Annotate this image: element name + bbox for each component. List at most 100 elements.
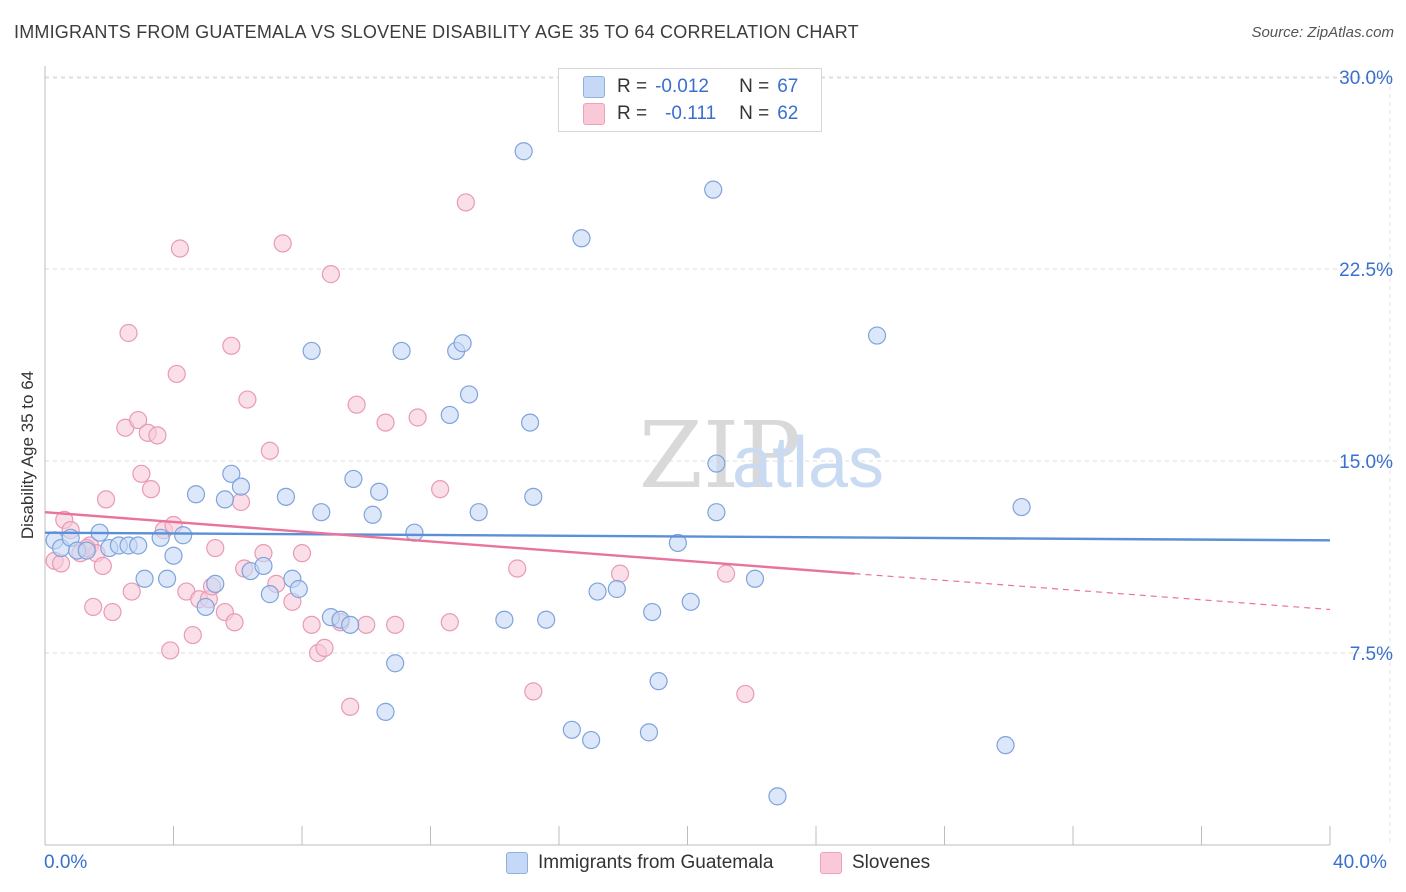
legend-swatch-blue bbox=[583, 76, 605, 98]
guatemala-point bbox=[164, 546, 183, 565]
guatemala-point bbox=[215, 490, 234, 509]
slovene-point bbox=[315, 638, 334, 657]
guatemala-point bbox=[707, 503, 726, 522]
guatemala-point bbox=[289, 579, 308, 599]
legend-row-blue: R = -0.012 N = 67 bbox=[583, 75, 798, 99]
slovene-point bbox=[524, 682, 543, 701]
guatemala-point bbox=[649, 672, 668, 691]
series-swatch-pink bbox=[820, 852, 842, 874]
legend-n-label: N = bbox=[739, 76, 770, 97]
guatemala-point bbox=[768, 787, 787, 806]
axes bbox=[44, 66, 1331, 846]
slovene-point bbox=[96, 490, 116, 509]
guatemala-point bbox=[495, 610, 514, 629]
slovene-point bbox=[161, 641, 180, 660]
slovene-point bbox=[129, 410, 148, 430]
slovene-point bbox=[273, 234, 292, 253]
pink-points bbox=[45, 193, 755, 716]
guatemala-point bbox=[186, 485, 206, 504]
guatemala-point bbox=[745, 569, 765, 588]
slovene-trend-extension bbox=[854, 573, 1331, 611]
slovene-point bbox=[357, 615, 376, 634]
slovene-point bbox=[431, 480, 450, 499]
guatemala-point bbox=[392, 341, 411, 361]
guatemala-point bbox=[254, 556, 273, 576]
guatemala-point bbox=[524, 487, 543, 506]
guatemala-point bbox=[1012, 497, 1031, 517]
guatemala-point bbox=[312, 503, 331, 522]
guatemala-point bbox=[707, 454, 726, 473]
guatemala-point bbox=[588, 582, 607, 601]
slovene-point bbox=[408, 408, 427, 427]
x-tick-label-max: 40.0% bbox=[1333, 852, 1387, 873]
guatemala-point bbox=[537, 610, 556, 629]
y-tick-label: 7.5% bbox=[1350, 644, 1393, 665]
guatemala-point bbox=[157, 569, 177, 588]
slovene-point bbox=[103, 602, 122, 622]
slovene-point bbox=[122, 582, 141, 601]
slovene-point bbox=[260, 441, 279, 460]
guatemala-point bbox=[174, 526, 193, 545]
guatemala-point bbox=[562, 720, 581, 739]
legend-r-value: -0.111 bbox=[665, 103, 717, 124]
guatemala-point bbox=[572, 229, 591, 248]
slovene-point bbox=[222, 336, 241, 355]
guatemala-point bbox=[135, 569, 154, 588]
guatemala-point bbox=[607, 579, 626, 599]
legend-swatch-pink bbox=[583, 103, 605, 125]
correlation-legend: R = -0.012 N = 67 R = -0.111 N = 62 bbox=[558, 68, 822, 132]
legend-r-value: -0.012 bbox=[655, 76, 709, 97]
series-swatch-blue bbox=[506, 852, 528, 874]
guatemala-point bbox=[370, 482, 389, 501]
legend-n-value: 67 bbox=[777, 76, 799, 97]
guatemala-point bbox=[196, 597, 215, 617]
series-name-slovenes: Slovenes bbox=[852, 852, 931, 873]
guatemala-point bbox=[996, 736, 1015, 755]
slovene-point bbox=[141, 480, 161, 499]
slovene-point bbox=[610, 564, 630, 583]
legend-n-label: N = bbox=[739, 103, 770, 124]
slovene-point bbox=[302, 615, 321, 634]
guatemala-point bbox=[643, 602, 662, 622]
guatemala-point bbox=[231, 477, 251, 496]
legend-row-pink: R = -0.111 N = 62 bbox=[583, 102, 798, 126]
slovene-point bbox=[321, 265, 341, 284]
legend-n-value: 62 bbox=[777, 103, 799, 124]
guatemala-point bbox=[459, 385, 479, 404]
y-tick-label: 15.0% bbox=[1339, 452, 1393, 473]
x-tick-label-min: 0.0% bbox=[44, 852, 88, 873]
series-name-guatemala: Immigrants from Guatemala bbox=[538, 852, 774, 873]
slovene-point bbox=[225, 613, 244, 632]
slovene-point bbox=[440, 613, 459, 632]
slovene-point bbox=[206, 538, 225, 558]
slovene-point bbox=[292, 544, 312, 563]
guatemala-point bbox=[222, 464, 241, 483]
guatemala-point bbox=[582, 730, 601, 750]
chart-title: IMMIGRANTS FROM GUATEMALA VS SLOVENE DIS… bbox=[14, 22, 859, 42]
guatemala-point bbox=[302, 341, 321, 361]
series-legend-slovenes: Slovenes bbox=[820, 852, 930, 874]
guatemala-trend-line bbox=[44, 531, 1331, 542]
guatemala-point bbox=[77, 541, 96, 560]
guatemala-point bbox=[376, 702, 395, 721]
slovene-trend-line bbox=[44, 511, 855, 575]
slovene-point bbox=[716, 564, 736, 583]
y-tick-labels: 7.5% 15.0% 22.5% 30.0% bbox=[1339, 68, 1393, 665]
guatemala-point bbox=[206, 574, 225, 593]
slovene-point bbox=[93, 556, 112, 576]
guatemala-point bbox=[260, 585, 279, 604]
slovene-point bbox=[167, 364, 186, 384]
slovene-point bbox=[51, 554, 71, 573]
guatemala-point bbox=[386, 654, 405, 673]
slovene-point bbox=[386, 615, 405, 634]
guatemala-point bbox=[469, 503, 488, 522]
guatemala-point bbox=[453, 334, 472, 353]
guatemala-point bbox=[363, 505, 382, 524]
guatemala-point bbox=[639, 723, 659, 742]
guatemala-point bbox=[520, 413, 540, 432]
y-tick-label: 30.0% bbox=[1339, 68, 1393, 89]
slovene-point bbox=[132, 464, 151, 483]
legend-r-label: R = bbox=[617, 76, 648, 97]
guatemala-point bbox=[681, 592, 700, 611]
